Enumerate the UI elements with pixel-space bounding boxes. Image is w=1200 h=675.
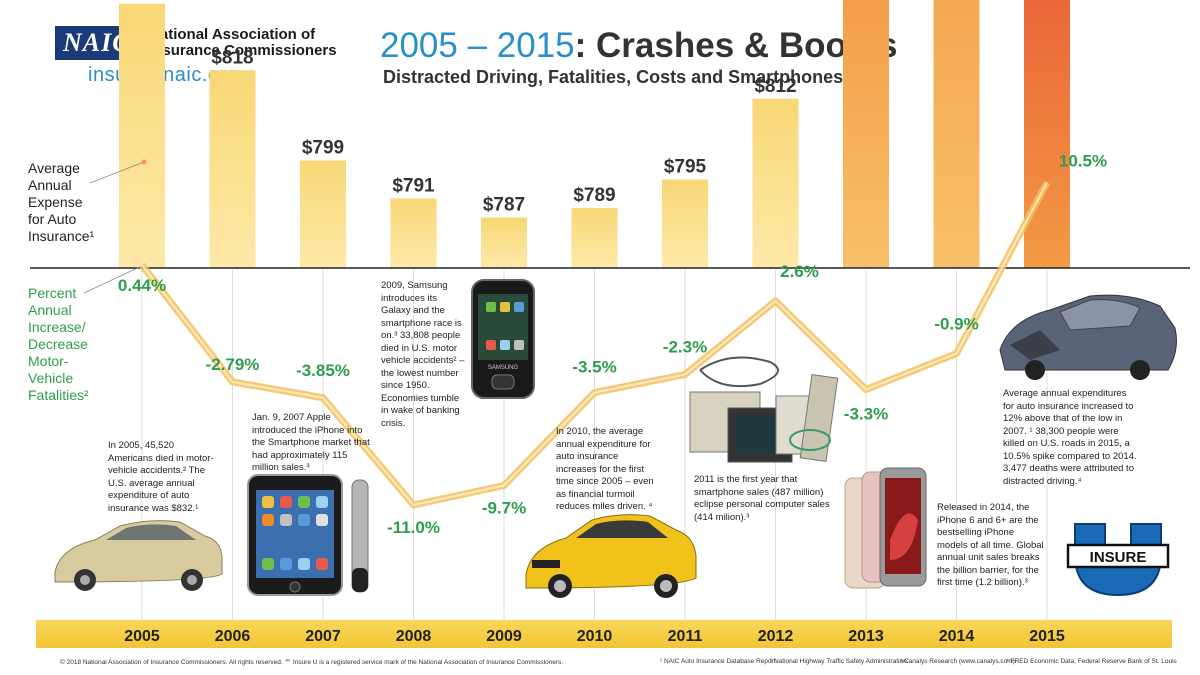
- expense-leader-line: [89, 161, 145, 184]
- expense-label-line: Insurance¹: [28, 228, 95, 244]
- expense-bar: [571, 208, 618, 268]
- expense-value-label: $812: [754, 76, 796, 97]
- expense-bar: [752, 98, 799, 268]
- expense-label: Average Annual Expense for Auto Insuranc…: [28, 160, 94, 245]
- expense-label-line: Annual: [28, 177, 72, 193]
- expense-bar: [481, 217, 527, 268]
- fatality-leader-line: [83, 264, 145, 294]
- fatality-label-line: Annual: [28, 302, 72, 318]
- year-axis-band: [36, 620, 1172, 648]
- expense-bar: [119, 3, 165, 268]
- note-2015: Average annual expenditures for auto ins…: [1003, 388, 1137, 487]
- note-2014: Released in 2014, the iPhone 6 and 6+ ar…: [937, 502, 1044, 588]
- org-name-line1: National Association of: [149, 26, 316, 43]
- note-2005: In 2005, 45,520 Americans died in motor-…: [108, 440, 214, 514]
- expense-value-label: $799: [302, 138, 344, 159]
- expense-bar: [209, 70, 256, 268]
- year-tick-label: 2008: [396, 628, 432, 645]
- fatality-percent-label: -2.3%: [663, 338, 707, 357]
- fatality-label-line: Motor-: [28, 353, 69, 369]
- fatality-percent-label: -3.5%: [572, 358, 616, 377]
- source-3: ³ Canalys Research (www.canalys.com).: [900, 658, 1017, 665]
- expense-value-label: $795: [664, 157, 707, 178]
- note-2007: Jan. 9, 2007 Apple introduced the iPhone…: [252, 412, 370, 473]
- note-2011: 2011 is the first year that smartphone s…: [694, 474, 830, 523]
- year-axis-labels: 2005 2006 2007 2008 2009 2010 2011 2012 2013 2014…: [124, 628, 1065, 645]
- copyright-text: © 2018 National Association of Insurance…: [60, 659, 564, 666]
- note-2010: In 2010, the average annual expenditure …: [556, 426, 654, 512]
- fatality-label-line: Decrease: [28, 336, 88, 352]
- year-tick-label: 2013: [848, 628, 884, 645]
- discarded-computers-illustration: [689, 356, 839, 463]
- note-2009: 2009, Samsung introduces its Galaxy and …: [381, 280, 465, 429]
- fatality-label-line: Percent: [28, 285, 77, 301]
- expense-bar: [300, 160, 346, 268]
- expense-leader-dot: [141, 159, 147, 165]
- fatality-label-line: Fatalities²: [28, 387, 89, 403]
- expense-label-line: Average: [28, 160, 80, 176]
- expense-label-line: Expense: [28, 194, 83, 210]
- expense-bar: [390, 198, 437, 268]
- year-tick-label: 2011: [668, 628, 703, 645]
- iphone-2007-illustration: [247, 474, 369, 596]
- fatality-percent-label: -3.85%: [296, 361, 350, 380]
- year-tick-label: 2015: [1029, 628, 1065, 645]
- expense-label-line: for Auto: [28, 211, 77, 227]
- fatality-percent-label: -2.79%: [206, 355, 260, 374]
- fatality-percent-label: 10.5%: [1059, 152, 1107, 171]
- page-subtitle: Distracted Driving, Fatalities, Costs an…: [383, 67, 844, 87]
- fatality-line-group: [139, 180, 1051, 509]
- expense-bar: [1024, 0, 1070, 268]
- naic-org-name: National Association of Insurance Commis…: [149, 27, 337, 59]
- year-tick-label: 2006: [215, 628, 251, 645]
- fatality-percent-label: 0.44%: [118, 276, 166, 295]
- percent-labels: 0.44% -2.79% -3.85% -11.0% -9.7% -3.5% -2.3% 2.…: [118, 152, 1107, 538]
- fatality-trend-highlight: [141, 182, 1048, 506]
- fatality-percent-label: -0.9%: [934, 315, 978, 334]
- org-name-line2: Insurance Commissioners: [149, 42, 337, 59]
- year-tick-label: 2014: [939, 628, 975, 645]
- expense-bar: [843, 0, 889, 268]
- bars-group: [119, 0, 1070, 268]
- samsung-galaxy-illustration: SAMSUNG: [471, 279, 535, 399]
- expense-value-label: $789: [573, 185, 615, 206]
- expense-value-label: $832: [121, 0, 163, 2]
- title-years: 2005 – 2015: [380, 26, 575, 65]
- expense-value-label: $791: [392, 176, 435, 197]
- fatality-label-line: Increase/: [28, 319, 86, 335]
- fatality-label-line: Vehicle: [28, 370, 74, 386]
- wrecked-car-illustration: [999, 294, 1177, 380]
- samsung-brand-text: SAMSUNG: [488, 365, 519, 371]
- insure-badge-text: INSURE: [1090, 549, 1147, 566]
- source-1: ¹ NAIC Auto Insurance Database Report.: [660, 658, 778, 665]
- year-tick-label: 2012: [758, 628, 794, 645]
- fatality-percent-label: 2.6%: [780, 262, 819, 281]
- expense-bar: [662, 179, 708, 268]
- fatality-label: Percent Annual Increase/ Decrease Motor-…: [28, 285, 89, 404]
- source-4: ⁴ FRED Economic Data, Federal Reserve Ba…: [1006, 658, 1177, 665]
- expense-value-label: $787: [483, 195, 525, 216]
- fatality-percent-label: -9.7%: [482, 499, 526, 518]
- iphone6-illustration: [844, 467, 927, 589]
- insure-u-badge: INSURE: [1066, 523, 1170, 597]
- year-tick-label: 2005: [124, 628, 160, 645]
- expense-bar: [933, 0, 980, 268]
- fatality-percent-label: -3.3%: [844, 405, 888, 424]
- source-2: ² National Highway Traffic Safety Admini…: [770, 658, 909, 665]
- expense-value-label: $818: [211, 47, 253, 68]
- year-tick-label: 2009: [486, 628, 522, 645]
- year-tick-label: 2007: [305, 628, 341, 645]
- car-2005-illustration: [54, 520, 223, 591]
- year-tick-label: 2010: [577, 628, 613, 645]
- fatality-percent-label: -11.0%: [387, 518, 440, 537]
- car-2010-illustration: [525, 514, 697, 598]
- value-labels: $832$818$799$791$787$789$795$812$839$865…: [121, 0, 797, 216]
